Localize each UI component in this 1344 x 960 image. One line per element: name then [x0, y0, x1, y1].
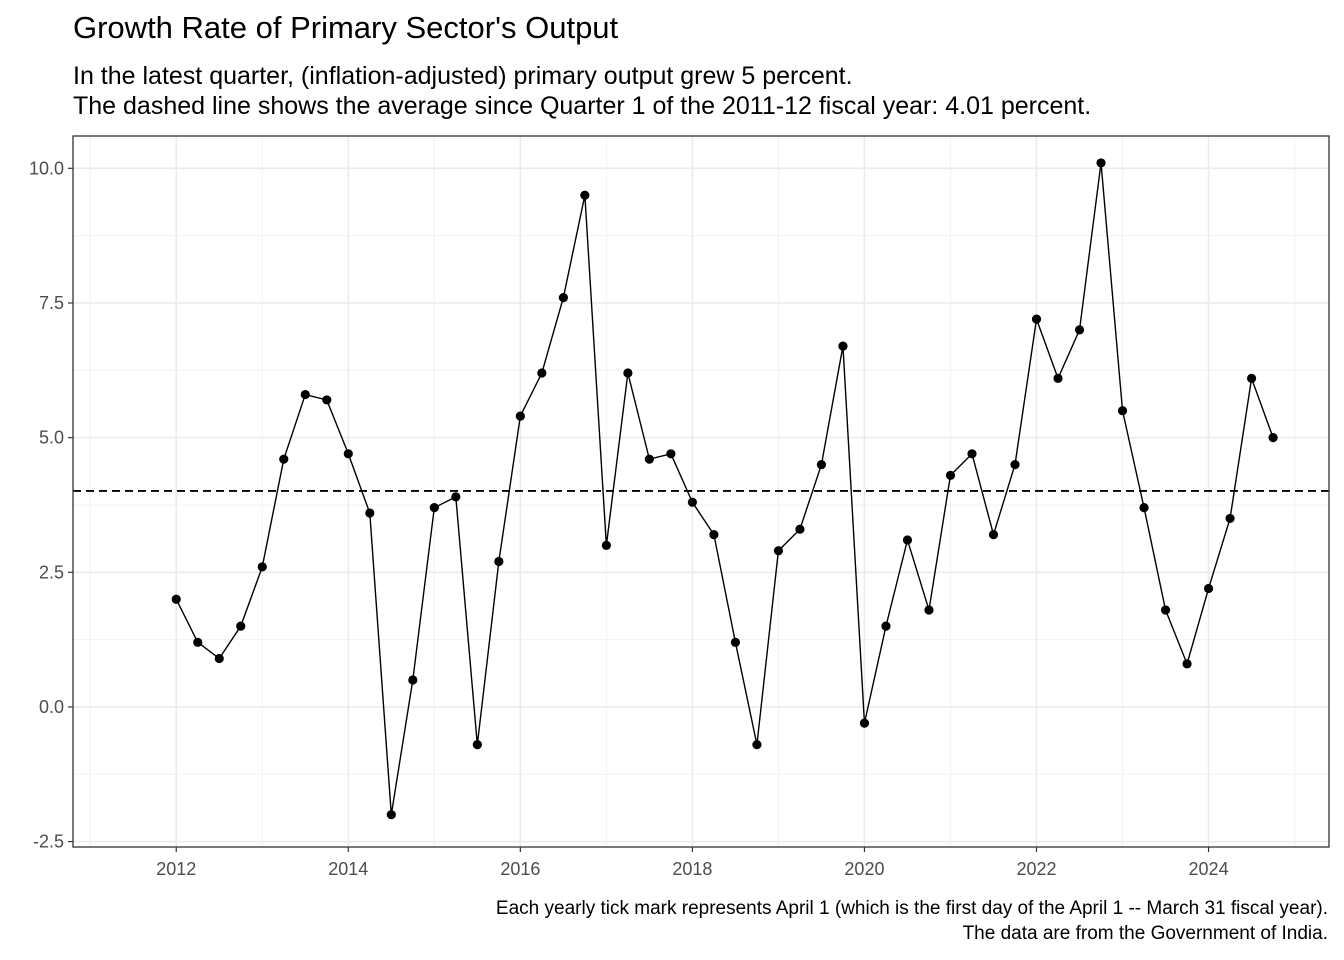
data-point [752, 740, 762, 750]
data-point [300, 389, 310, 400]
data-point [1246, 373, 1257, 383]
data-point [1160, 605, 1171, 615]
data-point [1074, 325, 1085, 335]
data-point [967, 449, 977, 459]
data-point [257, 562, 267, 572]
data-point [1031, 314, 1042, 324]
data-point [838, 341, 848, 351]
data-point [429, 503, 439, 513]
data-point [1053, 373, 1063, 383]
y-tick-label: -2.5 [33, 832, 64, 852]
x-tick-label: 2014 [328, 859, 368, 879]
series-line [175, 162, 1274, 815]
x-tick-label: 2012 [156, 859, 196, 879]
data-point [773, 546, 784, 556]
data-point [171, 594, 181, 604]
data-point [709, 529, 719, 540]
x-tick-label: 2018 [672, 859, 712, 879]
data-point [881, 621, 891, 631]
data-point [1268, 433, 1278, 443]
y-tick-label: 7.5 [39, 293, 64, 313]
y-tick-label: 10.0 [29, 158, 64, 178]
data-point [279, 454, 289, 464]
data-point [666, 449, 676, 459]
data-point [945, 470, 956, 480]
data-point [1117, 406, 1128, 416]
data-point [236, 621, 246, 631]
x-tick-label: 2024 [1189, 859, 1229, 879]
data-point [795, 524, 805, 534]
x-tick-label: 2022 [1016, 859, 1056, 879]
data-point [386, 810, 396, 820]
data-point [988, 529, 999, 540]
data-point [558, 292, 568, 303]
x-tick-label: 2020 [844, 859, 884, 879]
data-point [515, 411, 525, 421]
data-point [601, 540, 611, 550]
x-tick-label: 2016 [500, 859, 540, 879]
data-point [623, 368, 633, 378]
data-point [472, 740, 482, 750]
chart-subtitle-line-1: In the latest quarter, (inflation-adjust… [73, 62, 853, 90]
data-point [494, 556, 504, 567]
data-point [343, 449, 353, 459]
data-point [537, 368, 547, 378]
data-point [365, 508, 375, 518]
y-tick-label: 2.5 [39, 562, 64, 582]
y-tick-label: 0.0 [39, 697, 64, 717]
data-point [1182, 659, 1192, 669]
data-point [214, 653, 224, 664]
chart-title: Growth Rate of Primary Sector's Output [73, 10, 619, 45]
data-point [902, 535, 913, 545]
data-point [730, 637, 741, 647]
data-point [580, 190, 590, 200]
data-point [193, 637, 203, 647]
data-point [687, 497, 697, 507]
data-point [1203, 583, 1214, 594]
y-tick-label: 5.0 [39, 428, 64, 448]
data-point [451, 492, 461, 502]
data-point [408, 675, 418, 685]
data-point [1139, 503, 1149, 513]
data-point [1010, 459, 1020, 470]
data-point [859, 718, 870, 728]
plot-panel-border [72, 135, 1330, 848]
data-point [644, 454, 654, 464]
data-point [816, 459, 827, 470]
data-point [322, 395, 332, 405]
chart-subtitle-line-2: The dashed line shows the average since … [73, 92, 1092, 120]
data-point [924, 605, 934, 615]
chart-caption-line-2: The data are from the Government of Indi… [962, 923, 1328, 944]
chart-caption-line-1: Each yearly tick mark represents April 1… [495, 898, 1328, 919]
data-point [1096, 158, 1106, 168]
data-point [1225, 513, 1235, 524]
